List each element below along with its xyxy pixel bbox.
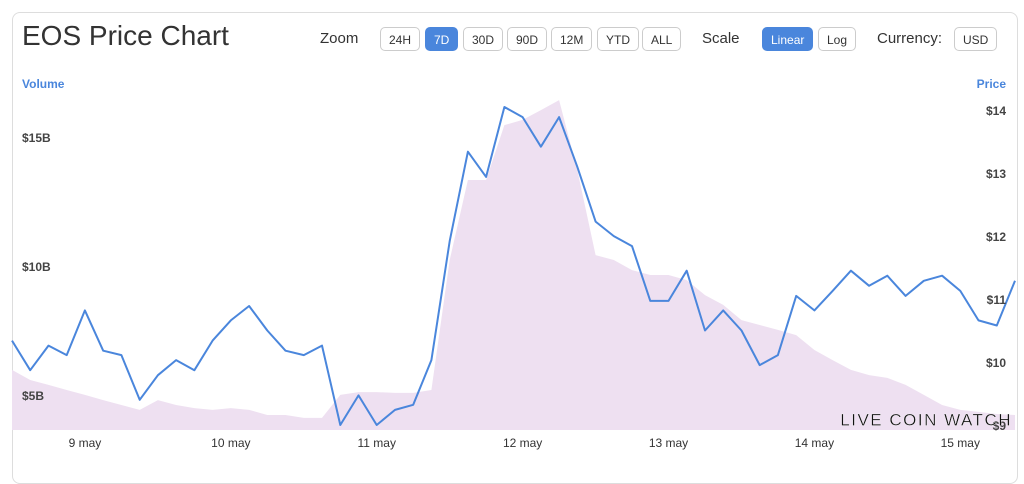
zoom-button[interactable]: 90D	[507, 27, 548, 51]
x-tick-label: 10 may	[211, 436, 250, 450]
volume-area	[12, 100, 1015, 430]
x-tick-label: 15 may	[941, 436, 980, 450]
zoom-button[interactable]: YTD	[597, 27, 639, 51]
zoom-button[interactable]: 30D	[463, 27, 504, 51]
price-line	[11, 106, 1016, 426]
chart-title: EOS Price Chart	[22, 20, 229, 51]
x-tick-label: 9 may	[69, 436, 102, 450]
y2-axis-title: Price	[977, 77, 1007, 91]
y2-tick-label: $11	[987, 293, 1007, 307]
x-tick-label: 12 may	[503, 436, 542, 450]
x-tick-label: 14 may	[795, 436, 834, 450]
zoom-button[interactable]: 24H	[380, 27, 421, 51]
currency-button[interactable]: USD	[954, 27, 998, 51]
y2-tick-label: $10	[986, 356, 1006, 370]
x-tick-label: 13 may	[649, 436, 688, 450]
zoom-button[interactable]: 7D	[425, 27, 459, 51]
x-tick-label: 11 may	[357, 436, 395, 450]
y-tick-label: $15B	[22, 131, 51, 145]
scale-button[interactable]: Linear	[762, 27, 814, 51]
y-axis-title: Volume	[22, 77, 65, 91]
zoom-button[interactable]: 12M	[551, 27, 593, 51]
currency-label: Currency:	[877, 30, 943, 47]
y2-tick-label: $12	[986, 230, 1006, 244]
zoom-button[interactable]: ALL	[642, 27, 682, 51]
y2-tick-label: $9	[993, 419, 1007, 433]
y2-tick-label: $13	[986, 167, 1006, 181]
watermark: LIVE COIN WATCH	[840, 410, 1012, 429]
chart: Volume Price $5B $10B $15B $9 $10 $11 $12 $13 $14 9…	[11, 77, 1016, 450]
y2-tick-label: $14	[986, 104, 1006, 118]
scale-button[interactable]: Log	[818, 27, 857, 51]
y-tick-label: $10B	[22, 260, 51, 274]
y-tick-label: $5B	[22, 389, 44, 403]
scale-label: Scale	[702, 30, 740, 47]
zoom-label: Zoom	[320, 30, 359, 47]
page: {"controls": { "zoom_label": "Zoom", "zo…	[11, 12, 1018, 484]
